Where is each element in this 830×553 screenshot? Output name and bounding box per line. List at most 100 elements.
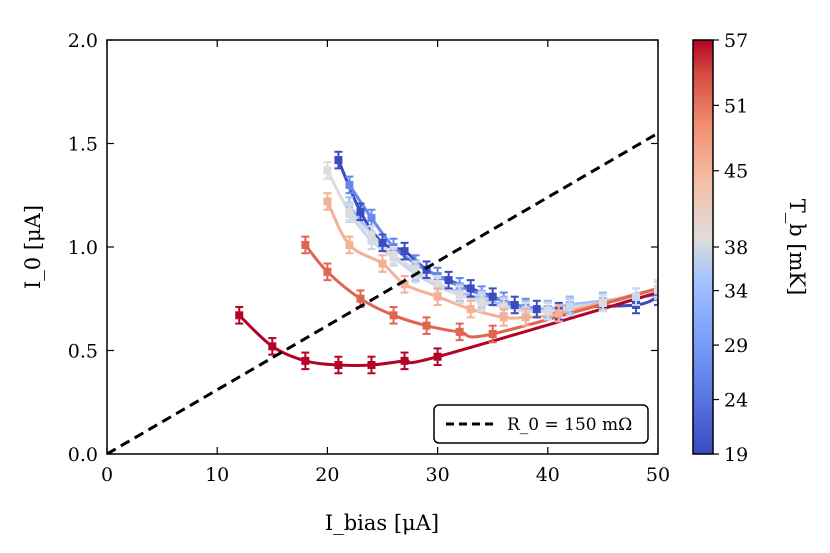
data-marker — [433, 280, 442, 289]
data-point-38mK — [654, 279, 658, 298]
data-marker — [477, 298, 486, 307]
data-point-45mK — [554, 303, 563, 323]
data-marker — [389, 251, 398, 260]
data-marker — [367, 360, 376, 369]
data-marker — [565, 303, 574, 312]
colorbar-tick-label: 57 — [724, 30, 748, 52]
data-marker — [499, 313, 508, 322]
data-marker — [499, 303, 508, 312]
data-point-57mK — [301, 351, 310, 371]
data-marker — [356, 294, 365, 303]
legend: R_0 = 150 mΩ — [433, 404, 649, 444]
data-marker — [521, 313, 530, 322]
legend-label: R_0 = 150 mΩ — [507, 415, 632, 435]
data-point-38mK — [345, 202, 354, 222]
colorbar-tick-label: 19 — [724, 444, 748, 466]
data-marker — [466, 284, 475, 293]
data-marker — [268, 342, 277, 351]
x-axis-label: I_bias [μA] — [325, 511, 439, 535]
x-tick-label: 50 — [646, 464, 670, 486]
data-point-38mK — [455, 285, 464, 304]
data-marker — [345, 240, 354, 249]
data-point-19mK — [378, 233, 387, 253]
data-marker — [301, 240, 310, 249]
data-point-57mK — [433, 347, 442, 366]
y-axis-label: I_0 [μA] — [21, 205, 45, 289]
data-marker — [400, 280, 409, 289]
data-point-38mK — [389, 246, 398, 265]
data-marker — [422, 321, 431, 330]
data-point-51mK — [422, 316, 431, 335]
series-line-19mK — [337, 159, 658, 313]
y-tick-label: 1.0 — [68, 237, 98, 259]
data-marker — [367, 214, 376, 223]
data-point-19mK — [532, 299, 541, 319]
data-point-19mK — [400, 241, 409, 261]
data-point-57mK — [235, 306, 244, 325]
y-tick-label: 1.5 — [68, 134, 98, 156]
data-marker — [654, 284, 658, 293]
data-point-19mK — [444, 270, 453, 290]
data-point-19mK — [488, 287, 497, 306]
legend-box — [433, 404, 649, 444]
y-tick-label: 2.0 — [68, 30, 98, 52]
x-tick-label: 40 — [536, 464, 560, 486]
data-marker — [323, 197, 332, 206]
y-axis: 0.0 0.5 1.0 1.5 2.0 — [68, 30, 658, 466]
data-point-51mK — [488, 324, 497, 344]
data-marker — [378, 238, 387, 247]
x-tick-label: 0 — [101, 464, 113, 486]
data-marker — [455, 327, 464, 336]
data-point-19mK — [466, 279, 475, 298]
data-marker — [400, 356, 409, 365]
data-point-57mK — [334, 355, 343, 375]
y-tick-label: 0.0 — [68, 444, 98, 466]
data-marker — [334, 156, 343, 165]
data-marker — [532, 305, 541, 314]
data-marker — [345, 180, 354, 189]
data-point-45mK — [499, 308, 508, 327]
x-tick-label: 20 — [315, 464, 339, 486]
data-point-24mK — [345, 175, 354, 195]
x-axis: 0 10 20 30 40 50 — [101, 40, 670, 486]
data-point-45mK — [466, 299, 475, 319]
data-point-45mK — [400, 274, 409, 294]
data-point-45mK — [345, 235, 354, 255]
series-layer — [107, 131, 658, 454]
colorbar-tick-label: 45 — [724, 161, 748, 183]
colorbar-tick-label: 29 — [724, 335, 748, 357]
data-marker — [389, 311, 398, 320]
data-marker — [323, 267, 332, 276]
data-marker — [444, 276, 453, 285]
data-point-34mK — [631, 287, 640, 306]
colorbar: 19 24 29 34 38 45 51 57 T_b [mK] — [692, 30, 809, 466]
colorbar-tick-label: 38 — [724, 237, 748, 259]
data-marker — [631, 292, 640, 301]
data-point-51mK — [389, 306, 398, 325]
data-point-19mK — [422, 260, 431, 280]
data-marker — [510, 300, 519, 309]
data-marker — [488, 329, 497, 338]
x-tick-label: 10 — [205, 464, 229, 486]
data-point-51mK — [323, 262, 332, 282]
data-marker — [411, 265, 420, 274]
data-marker — [488, 292, 497, 301]
data-point-45mK — [521, 308, 530, 327]
data-marker — [433, 292, 442, 301]
y-tick-label: 0.5 — [68, 341, 98, 363]
plot-area: 0 10 20 30 40 50 0.0 0.5 1.0 1.5 2.0 — [68, 30, 670, 486]
data-point-38mK — [543, 301, 552, 321]
data-marker — [345, 207, 354, 216]
data-point-45mK — [323, 192, 332, 211]
data-point-51mK — [455, 322, 464, 342]
colorbar-tick-label: 34 — [724, 281, 748, 303]
colorbar-gradient — [692, 39, 714, 455]
data-marker — [356, 207, 365, 216]
data-point-57mK — [367, 355, 376, 375]
data-point-38mK — [323, 161, 332, 180]
data-marker — [400, 247, 409, 256]
data-marker — [235, 311, 244, 320]
reference-dashed-line — [107, 131, 658, 454]
data-marker — [323, 166, 332, 175]
